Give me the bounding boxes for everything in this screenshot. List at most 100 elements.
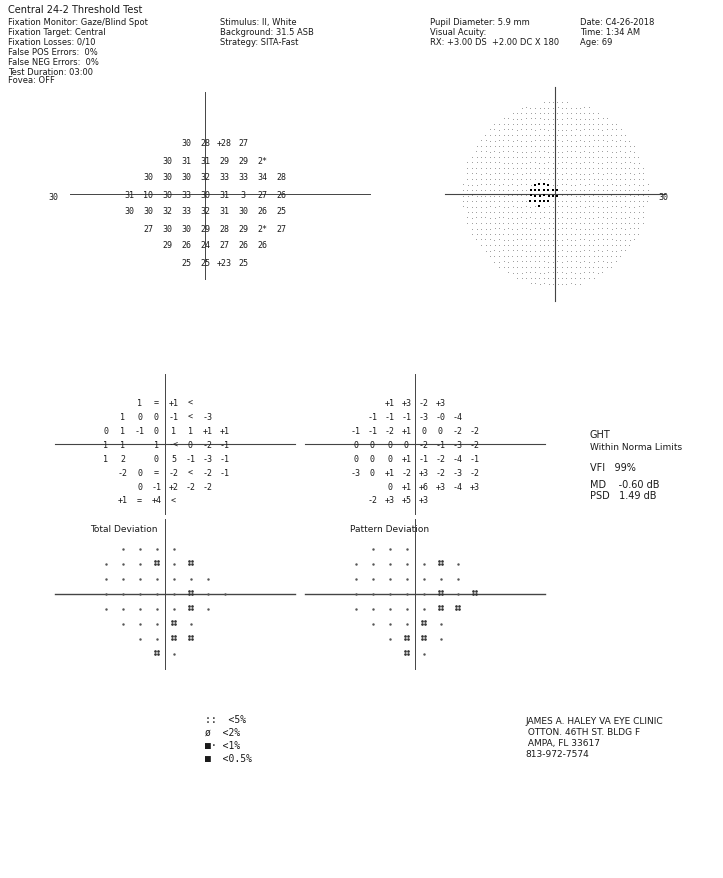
Text: 0: 0 <box>404 440 409 449</box>
Text: <: < <box>188 398 193 407</box>
Text: 1: 1 <box>137 398 142 407</box>
Text: 0: 0 <box>137 412 142 421</box>
Text: +28: +28 <box>216 140 231 148</box>
Text: 27: 27 <box>276 224 286 234</box>
Text: -1: -1 <box>168 412 179 421</box>
Text: 26: 26 <box>257 207 267 216</box>
Text: 0: 0 <box>154 454 159 463</box>
Text: Strategy: SITA-Fast: Strategy: SITA-Fast <box>220 38 299 47</box>
Text: 28: 28 <box>200 140 210 148</box>
Text: 29: 29 <box>200 224 210 234</box>
Text: MD    -0.60 dB: MD -0.60 dB <box>590 479 659 489</box>
Text: +6: +6 <box>419 482 429 491</box>
Text: JAMES A. HALEY VA EYE CLINIC: JAMES A. HALEY VA EYE CLINIC <box>525 716 662 726</box>
Text: 30: 30 <box>238 207 248 216</box>
Text: 27: 27 <box>143 224 153 234</box>
Text: 0: 0 <box>438 426 443 435</box>
Text: 1: 1 <box>120 426 125 435</box>
Text: +1: +1 <box>118 496 127 505</box>
Text: False NEG Errors:  0%: False NEG Errors: 0% <box>8 57 99 67</box>
Text: +5: +5 <box>401 496 411 505</box>
Text: ø  <2%: ø <2% <box>205 727 240 738</box>
Text: -1: -1 <box>367 412 377 421</box>
Text: -1: -1 <box>186 454 195 463</box>
Text: 29: 29 <box>238 224 248 234</box>
Text: 2*: 2* <box>257 156 267 165</box>
Text: -1: -1 <box>152 482 161 491</box>
Text: 0: 0 <box>137 468 142 477</box>
Text: 34: 34 <box>257 173 267 183</box>
Text: 0: 0 <box>103 426 108 435</box>
Text: 32: 32 <box>200 173 210 183</box>
Text: 1: 1 <box>154 440 159 449</box>
Text: 30: 30 <box>162 191 172 199</box>
Text: 2*: 2* <box>257 224 267 234</box>
Text: +4: +4 <box>152 496 161 505</box>
Text: Age: 69: Age: 69 <box>580 38 612 47</box>
Text: 3: 3 <box>241 191 246 199</box>
Text: 1: 1 <box>120 440 125 449</box>
Text: 26: 26 <box>276 191 286 199</box>
Text: -3: -3 <box>351 468 361 477</box>
Text: 30: 30 <box>48 192 58 201</box>
Text: 1: 1 <box>171 426 176 435</box>
Text: Fixation Monitor: Gaze/Blind Spot: Fixation Monitor: Gaze/Blind Spot <box>8 18 148 26</box>
Text: -2: -2 <box>202 440 213 449</box>
Text: 25: 25 <box>238 258 248 267</box>
Text: 32: 32 <box>162 207 172 216</box>
Text: +3: +3 <box>469 482 479 491</box>
Text: <: < <box>188 468 193 477</box>
Text: GHT: GHT <box>590 429 611 440</box>
Text: VFI   99%: VFI 99% <box>590 463 636 472</box>
Text: False POS Errors:  0%: False POS Errors: 0% <box>8 47 98 56</box>
Text: 31: 31 <box>200 156 210 165</box>
Text: ■  <0.5%: ■ <0.5% <box>205 753 252 763</box>
Text: -1: -1 <box>469 454 479 463</box>
Text: Background: 31.5 ASB: Background: 31.5 ASB <box>220 27 314 37</box>
Text: -1: -1 <box>385 412 395 421</box>
Text: -2: -2 <box>367 496 377 505</box>
Text: 31: 31 <box>219 207 229 216</box>
Text: 0: 0 <box>421 426 426 435</box>
Text: 32: 32 <box>200 207 210 216</box>
Text: -2: -2 <box>202 468 213 477</box>
Text: 25: 25 <box>181 258 191 267</box>
Text: +3: +3 <box>435 398 445 407</box>
Text: -2: -2 <box>168 468 179 477</box>
Text: Pattern Deviation: Pattern Deviation <box>350 525 429 534</box>
Text: -1: -1 <box>435 440 445 449</box>
Text: +1: +1 <box>168 398 179 407</box>
Text: -2: -2 <box>401 468 411 477</box>
Text: OTTON. 46TH ST. BLDG F: OTTON. 46TH ST. BLDG F <box>525 728 640 737</box>
Text: +1: +1 <box>385 398 395 407</box>
Text: Fixation Losses: 0/10: Fixation Losses: 0/10 <box>8 38 95 47</box>
Text: 1: 1 <box>120 412 125 421</box>
Text: 25: 25 <box>200 258 210 267</box>
Text: -2: -2 <box>202 482 213 491</box>
Text: +1: +1 <box>401 482 411 491</box>
Text: +23: +23 <box>216 258 231 267</box>
Text: -3: -3 <box>453 468 463 477</box>
Text: 33: 33 <box>219 173 229 183</box>
Text: 1: 1 <box>103 440 108 449</box>
Text: 30: 30 <box>143 207 153 216</box>
Text: -2: -2 <box>435 454 445 463</box>
Text: 2: 2 <box>120 454 125 463</box>
Text: <: < <box>171 496 176 505</box>
Text: 27: 27 <box>238 140 248 148</box>
Text: 28: 28 <box>276 173 286 183</box>
Text: -2: -2 <box>469 440 479 449</box>
Text: 26: 26 <box>181 241 191 250</box>
Text: =: = <box>154 468 159 477</box>
Text: PSD   1.49 dB: PSD 1.49 dB <box>590 491 656 500</box>
Text: -2: -2 <box>453 426 463 435</box>
Text: 0: 0 <box>387 440 392 449</box>
Text: 0: 0 <box>188 440 193 449</box>
Text: +3: +3 <box>385 496 395 505</box>
Text: 26: 26 <box>238 241 248 250</box>
Text: 29: 29 <box>219 156 229 165</box>
Text: -3: -3 <box>202 454 213 463</box>
Text: 24: 24 <box>200 241 210 250</box>
Text: 30: 30 <box>658 192 668 201</box>
Text: ■· <1%: ■· <1% <box>205 740 240 750</box>
